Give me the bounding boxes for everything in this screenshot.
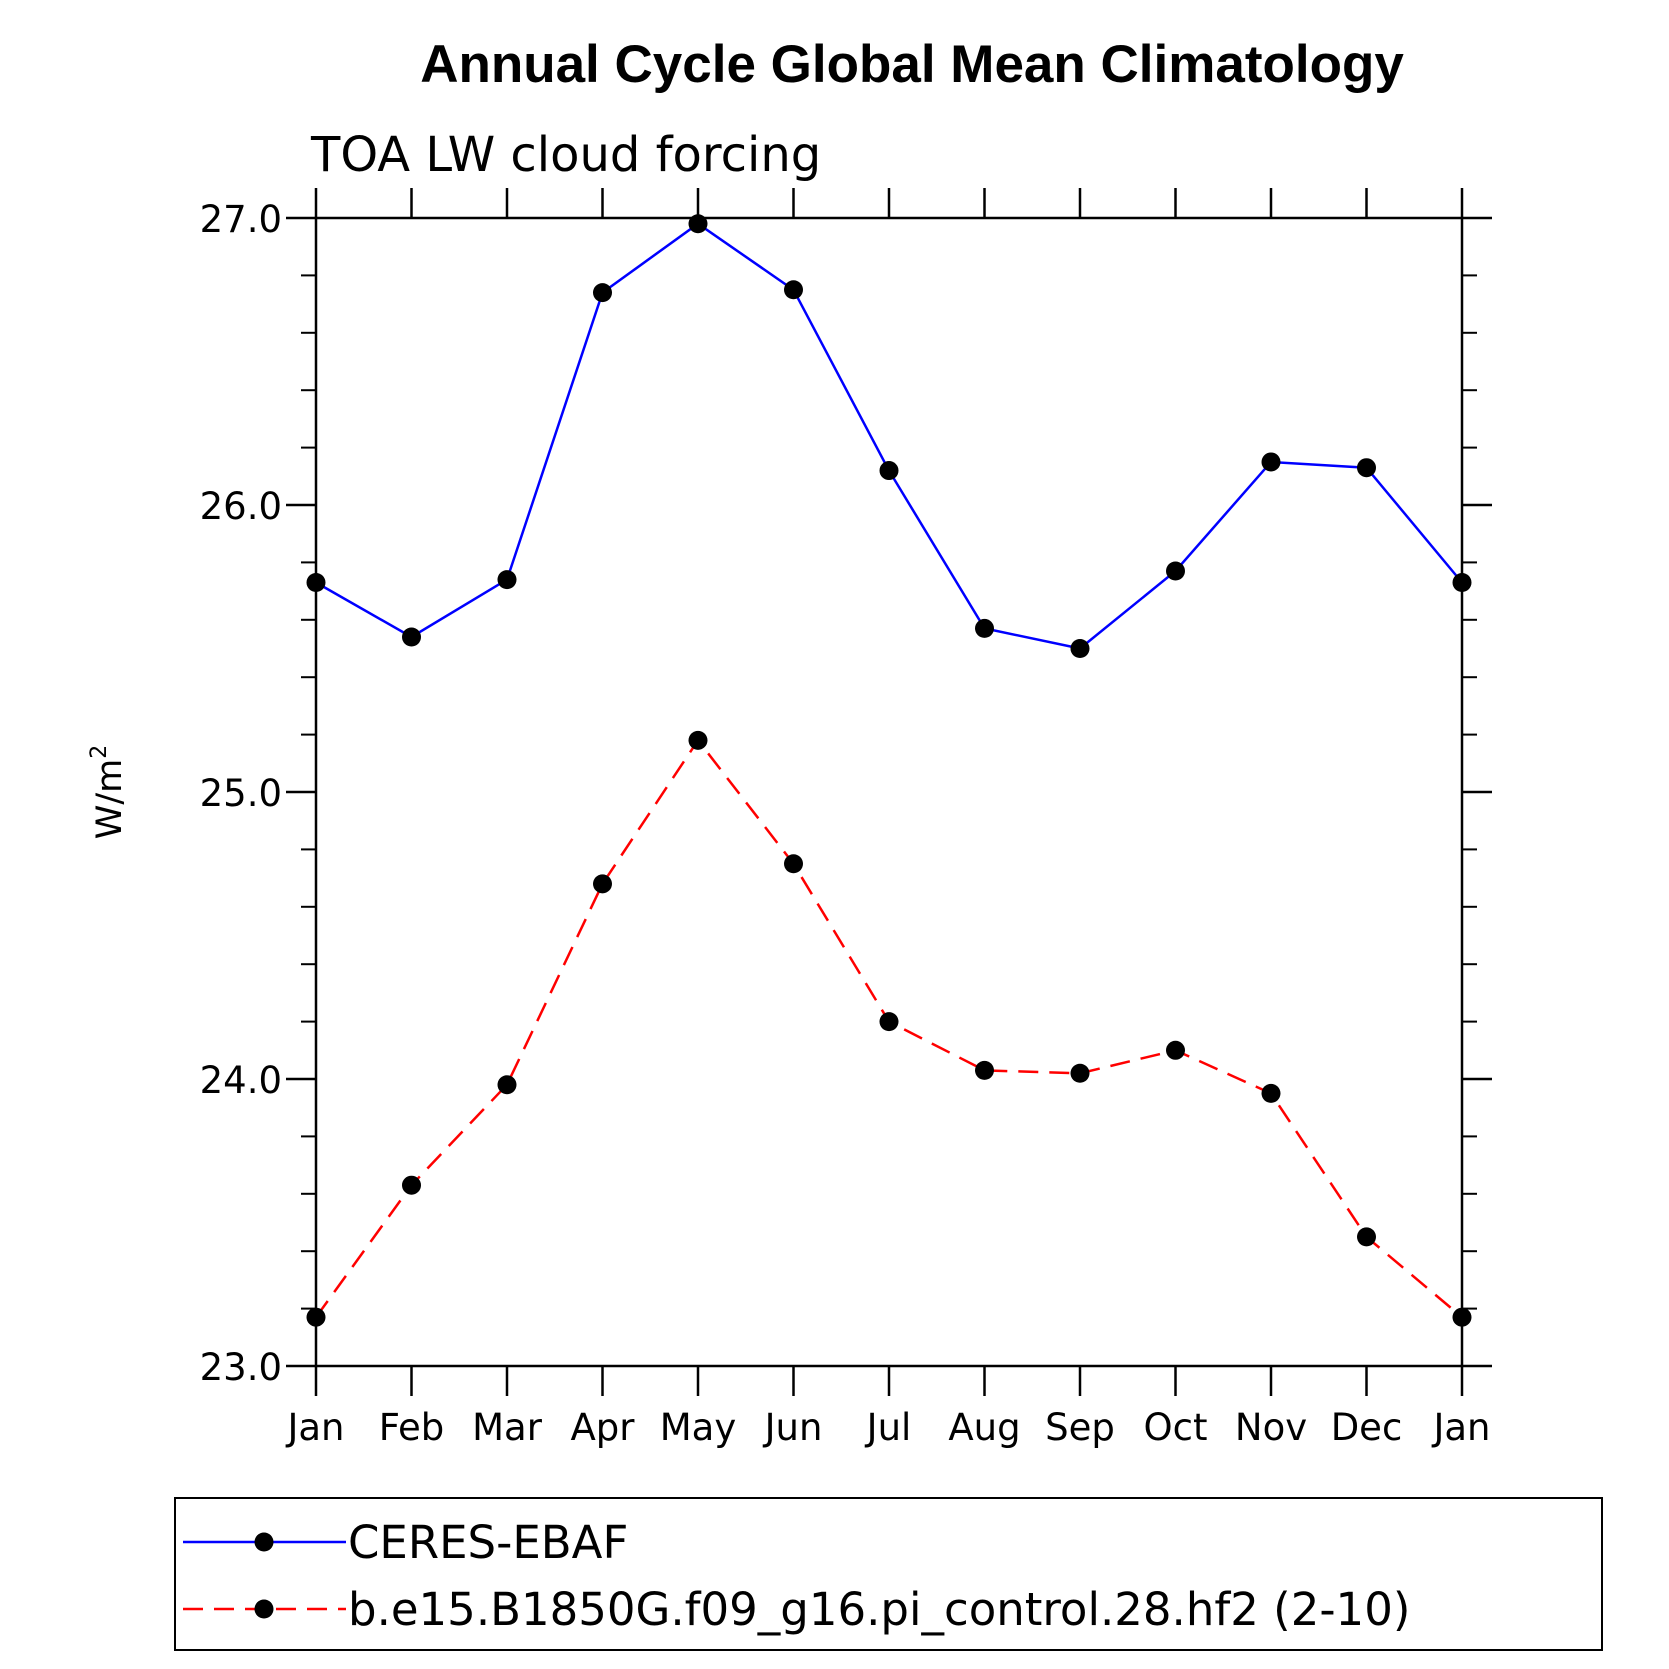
data-point (306, 1307, 326, 1327)
x-tick-label: Aug (948, 1406, 1020, 1449)
data-point (1261, 452, 1281, 472)
data-point (593, 283, 612, 303)
x-tick-label: Jan (285, 1406, 344, 1449)
data-point (593, 874, 612, 894)
y-tick-label: 27.0 (200, 198, 282, 241)
chart-subtitle: TOA LW cloud forcing (310, 127, 821, 183)
y-axis-label: W/m2 (87, 745, 130, 840)
svg-text:W/m2: W/m2 (87, 745, 130, 840)
x-tick-label: Jul (865, 1406, 912, 1449)
data-point (975, 1060, 994, 1080)
x-tick-label: May (660, 1406, 737, 1449)
x-tick-label: Dec (1331, 1406, 1403, 1449)
data-point (1070, 639, 1090, 658)
chart-title: Annual Cycle Global Mean Climatology (420, 35, 1404, 94)
series-0 (306, 214, 1472, 658)
legend-label-ceres-ebaf: CERES-EBAF (348, 1516, 628, 1569)
data-point (1452, 1307, 1472, 1327)
y-tick-label: 24.0 (200, 1059, 282, 1102)
axis-ticks (286, 188, 1492, 1396)
data-point (975, 618, 994, 638)
plot-frame (314, 216, 1464, 1368)
x-tick-label: Nov (1235, 1406, 1307, 1449)
data-point (306, 572, 326, 592)
x-tick-label: Jan (1431, 1406, 1490, 1449)
y-tick-label: 23.0 (200, 1346, 282, 1389)
x-tick-label: Sep (1045, 1406, 1115, 1449)
y-tick-labels: 23.0 24.0 25.0 26.0 27.0 (200, 198, 282, 1389)
series-line-0 (315, 222, 1463, 650)
y-tick-label: 25.0 (200, 772, 282, 815)
data-point (784, 854, 803, 874)
data-point (402, 627, 421, 647)
x-tick-label: Oct (1144, 1406, 1208, 1449)
x-tick-label: Feb (379, 1406, 445, 1449)
legend-box (174, 1497, 1603, 1651)
data-point (688, 214, 708, 234)
legend-marker-ceres-ebaf (254, 1532, 274, 1552)
x-tick-label: Apr (570, 1406, 635, 1449)
legend: CERES-EBAF b.e15.B1850G.f09_g16.pi_contr… (174, 1497, 1603, 1651)
x-tick-labels: Jan Feb Mar Apr May Jun Jul Aug Sep Oct Nov Dec Jan (285, 1406, 1490, 1449)
legend-marker-model (254, 1599, 274, 1619)
data-point (1166, 561, 1185, 581)
plot-axes (314, 216, 1464, 1368)
data-point (1070, 1063, 1090, 1083)
data-point (1261, 1083, 1281, 1103)
x-tick-label: Mar (472, 1406, 543, 1449)
data-point (879, 461, 899, 481)
data-point (497, 1075, 517, 1095)
legend-label-model: b.e15.B1850G.f09_g16.pi_control.28.hf2 (… (348, 1583, 1410, 1636)
data-point (402, 1175, 421, 1195)
data-point (784, 280, 803, 300)
data-point (497, 570, 517, 590)
data-point (1357, 1227, 1376, 1247)
y-tick-label: 26.0 (200, 485, 282, 528)
data-point (688, 730, 708, 750)
data-point (879, 1012, 899, 1032)
data-point (1357, 458, 1376, 478)
data-point (1452, 572, 1472, 592)
y-axis-label-superscript: 2 (87, 745, 112, 759)
data-point (1166, 1040, 1185, 1060)
series-layer (306, 214, 1472, 1327)
series-1 (306, 730, 1472, 1327)
x-tick-label: Jun (763, 1406, 823, 1449)
y-axis-label-text: W/m (90, 759, 130, 840)
